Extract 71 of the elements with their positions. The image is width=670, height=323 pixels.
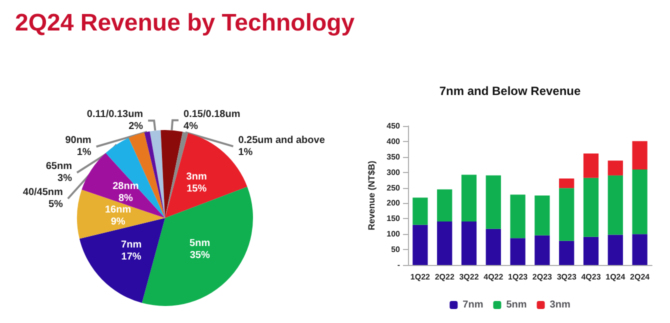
y-tick-label: 150: [386, 214, 401, 224]
slice-label: 5nm: [190, 238, 210, 250]
y-tick-label: 50: [391, 245, 401, 254]
slice-label: 7nm: [121, 239, 142, 250]
data-label: 17%: [121, 251, 142, 262]
y-tick-label: 300: [386, 168, 401, 177]
y-tick-label: 200: [386, 198, 401, 208]
bar: [412, 198, 428, 225]
bar: [534, 196, 550, 236]
bar: [583, 236, 599, 265]
slice-label: 90nm: [65, 135, 92, 146]
legend-label: 5nm: [506, 300, 527, 310]
legend-label: 7nm: [462, 300, 484, 310]
data-label: 15%: [186, 184, 207, 195]
bar: [632, 141, 648, 170]
bar: [583, 178, 599, 237]
bar: [510, 238, 526, 265]
data-label: 9%: [110, 216, 126, 228]
data-label: 3%: [58, 173, 72, 184]
bar: [559, 178, 574, 188]
data-label: 35%: [190, 250, 210, 262]
slice-label: 0.25um and above: [238, 134, 326, 146]
bar: [534, 235, 550, 265]
bar: [608, 234, 623, 265]
bar: [510, 194, 526, 238]
data-label: 5%: [48, 199, 64, 210]
y-axis-title: Revenue (NT$B): [366, 160, 376, 230]
x-tick-label: 3Q22: [459, 272, 480, 282]
chart-title: 7nm and Below Revenue: [439, 84, 582, 98]
x-tick-label: 1Q22: [410, 272, 431, 282]
x-tick-label: 1Q24: [606, 272, 626, 282]
bar: [486, 228, 501, 265]
bar: [632, 170, 648, 234]
bar: [461, 174, 477, 222]
data-label: 2%: [128, 121, 144, 132]
bar: [608, 175, 623, 235]
y-tick-label: 400: [386, 136, 401, 146]
chart-title: 2Q24 Revenue by Technology: [15, 10, 356, 36]
data-label: 8%: [118, 192, 134, 204]
x-tick-label: 2Q23: [532, 272, 553, 282]
bar: [559, 188, 574, 241]
slice-label: 3nm: [186, 172, 207, 183]
x-tick-label: 2Q24: [630, 272, 650, 282]
y-tick-label: -: [397, 260, 400, 270]
data-label: 4%: [184, 120, 198, 132]
y-tick-label: 250: [386, 183, 401, 192]
bar: [412, 224, 428, 265]
slice-label: 16nm: [104, 204, 132, 216]
y-tick-label: 450: [386, 122, 401, 130]
bar: [486, 175, 501, 229]
x-tick-label: 3Q23: [556, 272, 577, 282]
legend-label: 3nm: [550, 300, 570, 310]
bar: [437, 221, 452, 265]
x-tick-label: 4Q23: [581, 272, 602, 282]
slice-label: 0.11/0.13um: [86, 109, 144, 120]
bar: [461, 221, 477, 265]
bar: [437, 189, 452, 222]
bar: [583, 153, 599, 178]
slice-label: 40/45nm: [22, 187, 64, 198]
slice-label: 65nm: [46, 161, 72, 172]
x-tick-label: 2Q22: [434, 272, 455, 282]
slice-label: 0.15/0.18um: [184, 108, 240, 120]
data-label: 1%: [76, 147, 92, 158]
bar: [559, 240, 574, 265]
x-tick-label: 1Q23: [508, 272, 528, 282]
y-tick-label: 100: [386, 230, 401, 239]
bar: [632, 234, 648, 265]
data-label: 1%: [238, 146, 253, 158]
bar: [608, 160, 623, 176]
y-tick-label: 350: [386, 152, 401, 162]
x-tick-label: 4Q22: [484, 272, 504, 282]
